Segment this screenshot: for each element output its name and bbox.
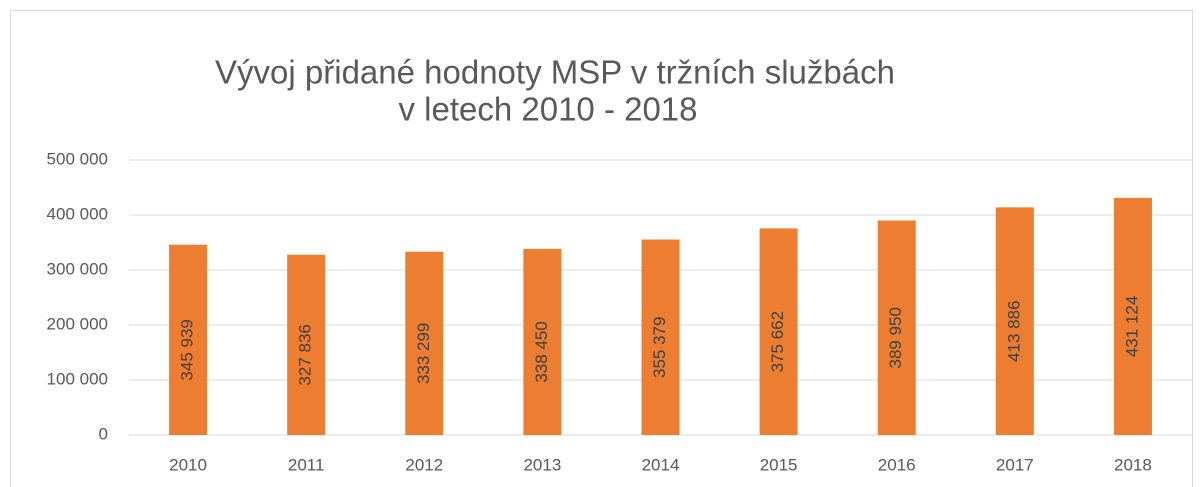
bar [1113, 197, 1152, 435]
bar [759, 228, 798, 435]
value-label: 375 662 [768, 311, 787, 372]
y-tick-label: 400 000 [47, 204, 108, 223]
bar [523, 248, 562, 435]
x-tick-label: 2014 [642, 455, 680, 474]
chart-title: Vývoj přidané hodnoty MSP v tržních služ… [215, 54, 895, 91]
x-tick-label: 2018 [1114, 455, 1152, 474]
value-label: 345 939 [178, 319, 197, 380]
x-tick-label: 2012 [405, 455, 443, 474]
chart-frame [10, 10, 1193, 487]
bar [641, 239, 680, 435]
y-tick-label: 300 000 [47, 259, 108, 278]
y-tick-label: 500 000 [47, 149, 108, 168]
x-tick-label: 2015 [760, 455, 798, 474]
bar [877, 220, 916, 435]
y-tick-label: 200 000 [47, 314, 108, 333]
y-tick-label: 100 000 [47, 369, 108, 388]
value-label: 355 379 [650, 317, 669, 378]
y-tick-label: 0 [99, 424, 108, 443]
x-tick-label: 2013 [523, 455, 561, 474]
bar [405, 251, 444, 435]
chart-title: v letech 2010 - 2018 [398, 91, 697, 128]
value-label: 413 886 [1004, 300, 1023, 361]
x-tick-label: 2016 [878, 455, 916, 474]
x-tick-label: 2011 [288, 455, 325, 474]
bar [995, 207, 1034, 435]
value-label: 327 836 [296, 324, 315, 385]
x-tick-label: 2017 [996, 455, 1034, 474]
bar [169, 244, 208, 435]
x-tick-label: 2010 [169, 455, 207, 474]
value-label: 333 299 [414, 323, 433, 384]
bar [287, 254, 326, 435]
value-label: 431 124 [1122, 296, 1141, 357]
value-label: 389 950 [886, 307, 905, 368]
value-label: 338 450 [532, 321, 551, 382]
